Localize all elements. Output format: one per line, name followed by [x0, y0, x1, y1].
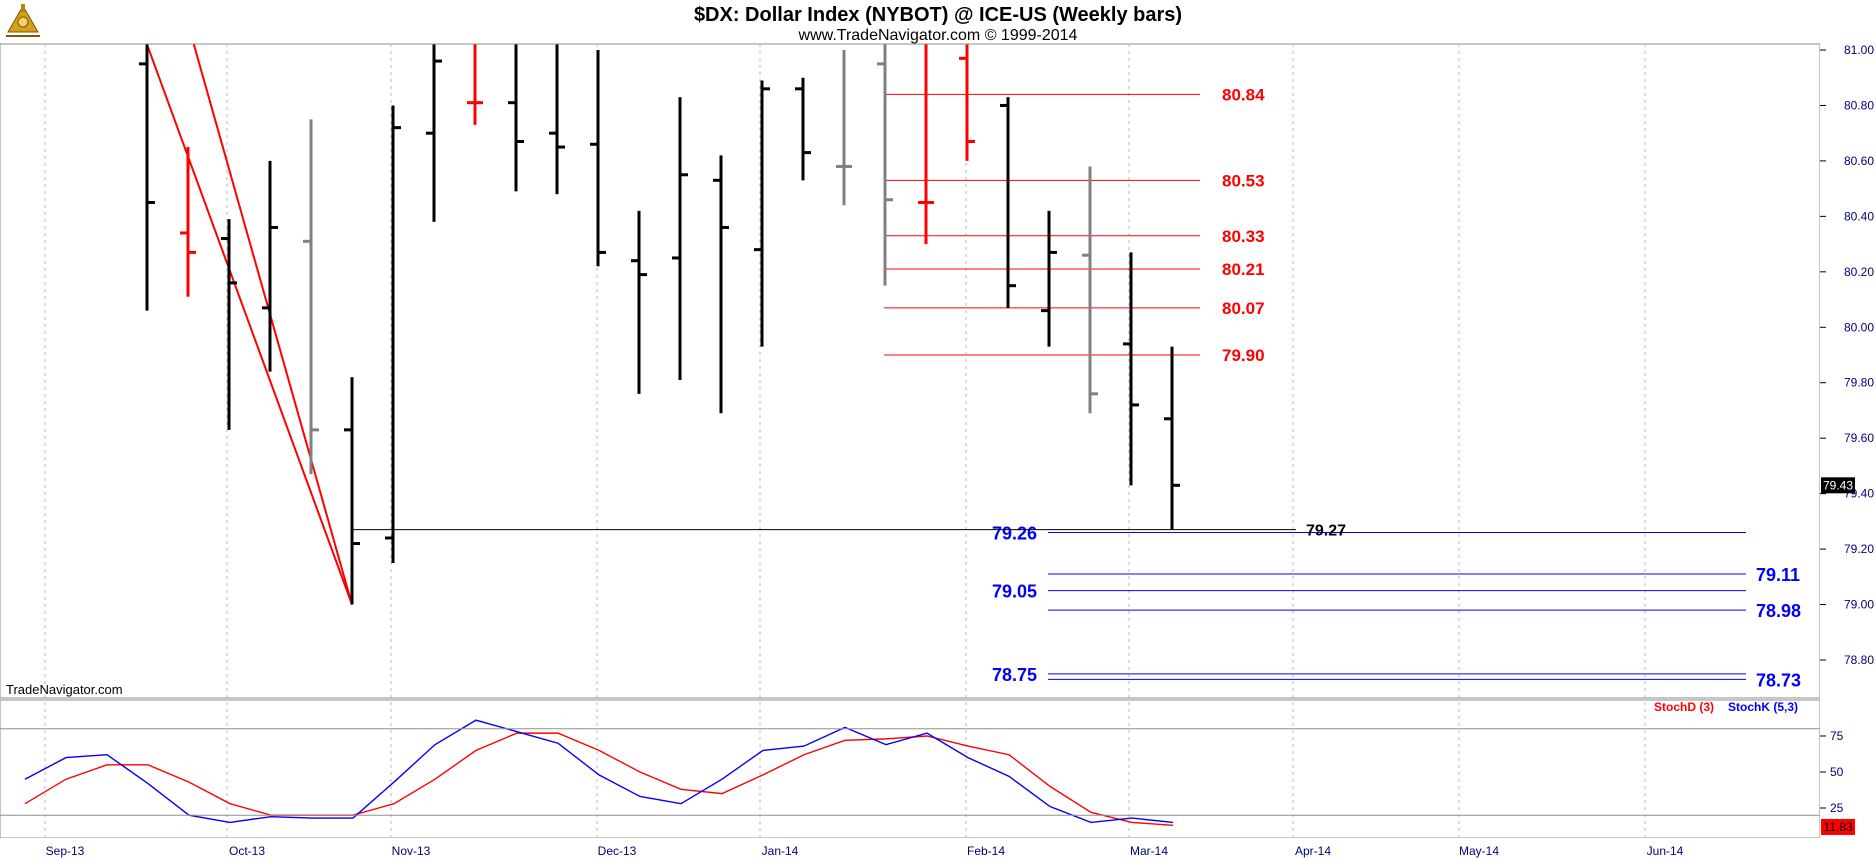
- y-tick-label: 80.80: [1844, 98, 1874, 112]
- x-tick-label: Feb-14: [967, 844, 1005, 858]
- price-panel: [0, 43, 1821, 699]
- y-tick-label: 79.20: [1844, 542, 1874, 556]
- sextant-logo-icon: [6, 4, 40, 37]
- stochastic-series: [24, 719, 1174, 826]
- support-label: 78.73: [1756, 670, 1801, 690]
- resistance-label: 80.84: [1222, 85, 1265, 104]
- x-tick-label: Sep-13: [46, 844, 85, 858]
- x-tick-label: Nov-13: [392, 844, 431, 858]
- x-tick-label: Apr-14: [1295, 844, 1331, 858]
- y-tick-label: 79.80: [1844, 376, 1874, 390]
- support-label: 79.05: [992, 582, 1037, 602]
- y-axis-gutter: [1820, 44, 1876, 838]
- stochastic-axis: 75 50 25 11.83: [0, 728, 1855, 835]
- price-bars: [139, 44, 1180, 605]
- y-tick-label: 80.40: [1844, 209, 1874, 223]
- resistance-label: 80.21: [1222, 260, 1265, 279]
- y-tick-label: 81.00: [1844, 43, 1874, 57]
- stoch-y-tick-label: 50: [1830, 765, 1844, 779]
- y-tick-label: 78.80: [1844, 653, 1874, 667]
- watermark: TradeNavigator.com: [6, 682, 123, 697]
- y-tick-label: 80.60: [1844, 154, 1874, 168]
- y-tick-label: 79.00: [1844, 598, 1874, 612]
- stoch-line: [24, 732, 1174, 826]
- resistance-label: 80.53: [1222, 171, 1265, 190]
- stoch-y-tick-label: 25: [1830, 801, 1844, 815]
- resistance-label: 79.90: [1222, 346, 1265, 365]
- x-tick-label: Oct-13: [229, 844, 265, 858]
- low-marker-label: 79.27: [1306, 523, 1346, 540]
- header-band: [0, 0, 1876, 44]
- levels: 80.84 80.53 80.33 80.21 80.07 79.90 79.26 79.11…: [352, 85, 1801, 690]
- trendlines: [146, 44, 353, 605]
- support-label: 78.98: [1756, 601, 1801, 621]
- price-axis: 81.00 80.80 80.60 80.40 80.20 80.00 79.80 79.60…: [1820, 43, 1874, 667]
- chart-subtitle: www.TradeNavigator.com © 1999-2014: [798, 27, 1078, 44]
- legend-stochk: StochK (5,3): [1728, 700, 1798, 714]
- chart-title: $DX: Dollar Index (NYBOT) @ ICE-US (Week…: [694, 4, 1182, 26]
- x-tick-label: Jan-14: [762, 844, 799, 858]
- date-axis: Sep-13 Oct-13 Nov-13 Dec-13 Jan-14 Feb-14 Mar-…: [46, 844, 1684, 858]
- resistance-label: 80.33: [1222, 227, 1265, 246]
- x-tick-label: May-14: [1459, 844, 1499, 858]
- x-tick-label: Jun-14: [1647, 844, 1684, 858]
- x-axis-band: [0, 838, 1876, 860]
- resistance-label: 80.07: [1222, 299, 1265, 318]
- legend-stochd: StochD (3): [1654, 700, 1714, 714]
- trendline: [192, 44, 353, 605]
- support-label: 78.75: [992, 665, 1037, 685]
- y-tick-label: 79.60: [1844, 431, 1874, 445]
- last-price-badge: [1821, 477, 1855, 494]
- support-label: 79.26: [992, 523, 1037, 543]
- support-label: 79.11: [1756, 565, 1800, 585]
- y-tick-label: 80.20: [1844, 265, 1874, 279]
- stoch-last-badge: [1821, 818, 1855, 835]
- last-price-label: 79.43: [1823, 478, 1853, 492]
- x-tick-label: Mar-14: [1130, 844, 1168, 858]
- trendline: [146, 44, 353, 605]
- stoch-line: [24, 719, 1174, 824]
- x-tick-label: Dec-13: [598, 844, 637, 858]
- stoch-last-label: 11.83: [1823, 820, 1852, 834]
- stoch-y-tick-label: 75: [1830, 729, 1844, 743]
- y-tick-label: 80.00: [1844, 320, 1874, 334]
